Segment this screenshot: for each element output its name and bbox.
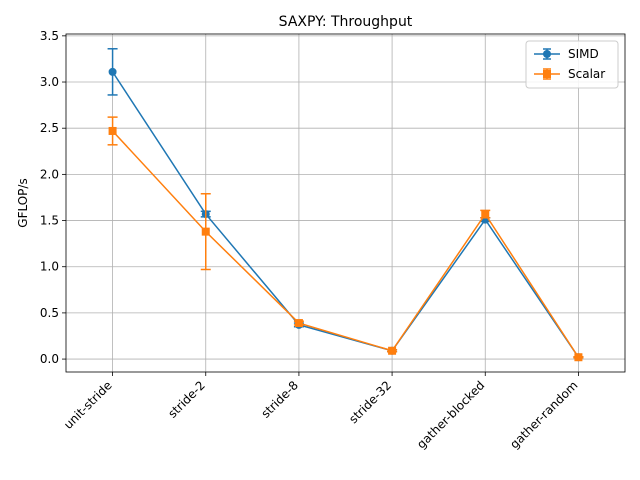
y-tick-label: 2.5 [40, 121, 59, 135]
axes: unit-stride stride-2 stride-8 stride-32 gath… [40, 29, 626, 452]
x-tick-label: stride-32 [346, 378, 394, 426]
legend-item-simd: SIMD [534, 47, 599, 61]
series-layer [107, 48, 584, 362]
legend-marker [543, 70, 551, 78]
legend-marker [543, 50, 551, 58]
y-tick-label: 3.0 [40, 75, 59, 89]
series-line-scalar [112, 130, 580, 358]
data-point [388, 346, 397, 355]
chart-title: SAXPY: Throughput [279, 14, 413, 30]
legend: SIMD Scalar [525, 40, 619, 89]
x-tick-label: stride-2 [165, 378, 208, 421]
legend-item-scalar: Scalar [534, 67, 605, 81]
y-tick-label: 2.0 [40, 167, 59, 181]
y-tick-label: 0.5 [40, 306, 59, 320]
legend-label: Scalar [568, 67, 605, 81]
data-point [481, 210, 490, 219]
series-simd [107, 48, 584, 362]
data-point [201, 227, 210, 236]
data-point [294, 319, 303, 328]
x-tick-label: gather-random [507, 378, 580, 451]
plot-frame [65, 33, 626, 373]
x-tick-label: gather-blocked [414, 378, 487, 451]
x-tick-label: stride-8 [258, 378, 301, 421]
data-point [108, 126, 117, 135]
series-scalar [107, 116, 584, 362]
y-axis-label: GFLOP/s [16, 178, 30, 227]
y-tick-label: 1.5 [40, 214, 59, 228]
data-point [108, 67, 117, 76]
y-tick-label: 1.0 [40, 260, 59, 274]
x-tick-label: unit-stride [61, 378, 115, 432]
y-tick-label: 3.5 [40, 29, 59, 43]
series-line-simd [111, 71, 580, 358]
legend-label: SIMD [568, 47, 599, 61]
data-point [574, 353, 583, 362]
y-tick-label: 0.0 [40, 352, 59, 366]
